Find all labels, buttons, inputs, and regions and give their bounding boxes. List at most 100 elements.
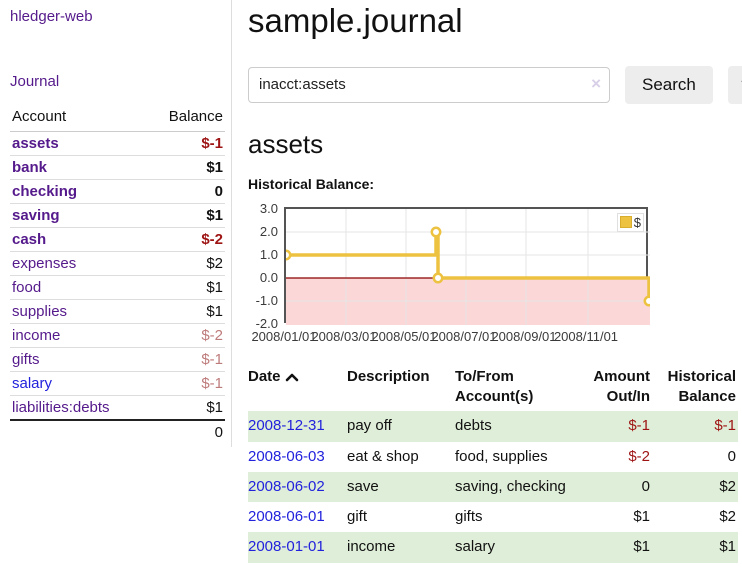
- transaction-description: gift: [347, 508, 368, 526]
- account-balance: $-1: [146, 131, 225, 156]
- account-column-header: Account: [10, 106, 147, 132]
- chart-canvas: [286, 208, 650, 325]
- account-link-salary[interactable]: salary: [12, 375, 53, 392]
- account-link-bank[interactable]: bank: [12, 159, 48, 176]
- account-link-cash[interactable]: cash: [12, 231, 47, 248]
- x-tick: 2008/07/01: [431, 328, 497, 344]
- y-tick: -2.0: [255, 315, 278, 331]
- sidebar: hledger-web Journal Account Balance asse…: [0, 0, 232, 447]
- transaction-balance: $2: [719, 477, 736, 495]
- transaction-accounts: salary: [455, 538, 496, 556]
- transaction-amount: $-2: [628, 447, 650, 465]
- transaction-amount: $-1: [628, 417, 650, 435]
- account-balance: 0: [146, 179, 225, 204]
- account-balance: $1: [146, 203, 225, 228]
- register-row: 2008-06-03 eat & shop food, supplies $-2…: [248, 442, 738, 472]
- x-tick: 2008/03/01: [311, 328, 377, 344]
- transaction-description: eat & shop: [347, 447, 419, 465]
- account-balance-table: Account Balance assets $-1 bank $1 check…: [10, 106, 225, 444]
- account-link-gifts[interactable]: gifts: [12, 351, 40, 368]
- register-row: 2008-06-02 save saving, checking 0 $2: [248, 471, 738, 503]
- brand-link[interactable]: hledger-web: [10, 8, 93, 25]
- account-total-row: 0: [10, 419, 225, 444]
- balance-column-header: Historical Balance: [667, 367, 736, 406]
- account-row: checking 0: [10, 179, 225, 204]
- main-content: sample.journal × Search ? assets Histori…: [232, 0, 742, 563]
- y-tick: 0.0: [259, 269, 278, 285]
- y-tick: 1.0: [259, 246, 278, 262]
- balance-chart: 3.0 2.0 1.0 0.0 -1.0 -2.0: [248, 201, 742, 351]
- account-balance: $2: [146, 251, 225, 276]
- transaction-date-link[interactable]: 2008-06-02: [248, 477, 325, 495]
- account-link-liabilities-debts[interactable]: liabilities:debts: [12, 399, 110, 416]
- transaction-date-link[interactable]: 2008-12-31: [248, 417, 325, 435]
- x-tick: 2008/09/01: [491, 328, 557, 344]
- description-column-header: Description: [347, 367, 430, 385]
- transaction-description: save: [347, 477, 379, 495]
- transaction-amount: 0: [641, 477, 650, 495]
- search-input[interactable]: [248, 66, 610, 103]
- account-balance: $1: [146, 395, 225, 420]
- account-link-expenses[interactable]: expenses: [12, 255, 77, 272]
- transaction-accounts: food, supplies: [455, 447, 548, 465]
- account-balance: $1: [146, 299, 225, 324]
- accounts-column-header: To/From Account(s): [455, 367, 534, 406]
- chart-title: Historical Balance:: [248, 175, 375, 192]
- search-box: ×: [248, 66, 610, 103]
- clear-search-icon[interactable]: ×: [591, 73, 601, 93]
- account-title: assets: [248, 128, 324, 159]
- search-button[interactable]: Search: [625, 65, 713, 104]
- transaction-amount: $1: [633, 508, 650, 526]
- account-row: supplies $1: [10, 299, 225, 324]
- transaction-date-link[interactable]: 2008-06-03: [248, 447, 325, 465]
- help-button[interactable]: ?: [727, 65, 742, 104]
- account-row: gifts $-1: [10, 347, 225, 372]
- account-link-saving[interactable]: saving: [12, 207, 60, 224]
- transaction-date-link[interactable]: 2008-01-01: [248, 538, 325, 556]
- account-row: bank $1: [10, 155, 225, 180]
- account-row: saving $1: [10, 203, 225, 228]
- account-link-income[interactable]: income: [12, 327, 61, 344]
- data-points: [286, 226, 650, 307]
- account-row: assets $-1: [10, 131, 225, 156]
- account-link-checking[interactable]: checking: [12, 183, 78, 200]
- app-window: hledger-web Journal Account Balance asse…: [0, 0, 742, 563]
- account-link-assets[interactable]: assets: [12, 135, 59, 152]
- accounts-total-balance: 0: [146, 419, 225, 444]
- account-link-food[interactable]: food: [12, 279, 42, 296]
- account-row: liabilities:debts $1: [10, 395, 225, 420]
- legend-swatch-icon: [619, 216, 632, 229]
- transaction-balance: 0: [727, 447, 736, 465]
- chart-legend: $: [616, 212, 644, 232]
- transaction-accounts: gifts: [455, 508, 483, 526]
- transaction-accounts: debts: [455, 417, 492, 435]
- transaction-accounts: saving, checking: [455, 477, 566, 495]
- register-row: 2008-12-31 pay off debts $-1 $-1: [248, 411, 738, 442]
- transaction-description: income: [347, 538, 396, 556]
- account-balance: $-1: [146, 371, 225, 396]
- transaction-balance: $-1: [714, 417, 736, 435]
- transaction-balance: $1: [719, 538, 736, 556]
- transaction-balance: $2: [719, 508, 736, 526]
- date-column-header[interactable]: Date: [248, 365, 347, 412]
- account-balance: $-1: [146, 347, 225, 372]
- register-row: 2008-06-01 gift gifts $1 $2: [248, 502, 738, 532]
- page-title: sample.journal: [248, 2, 463, 39]
- transaction-amount: $1: [633, 538, 650, 556]
- account-table-header: Account Balance: [10, 106, 225, 132]
- account-balance: $1: [146, 275, 225, 300]
- sort-ascending-icon: [285, 368, 299, 388]
- transaction-description: pay off: [347, 417, 392, 435]
- x-tick: 2008/11/01: [553, 328, 619, 344]
- account-balance: $-2: [146, 323, 225, 348]
- y-tick: 2.0: [259, 223, 278, 239]
- account-balance: $1: [146, 155, 225, 180]
- search-form: × Search ?: [248, 65, 742, 104]
- x-tick: 2008/01/01: [251, 328, 317, 344]
- sidebar-item-journal[interactable]: Journal: [10, 73, 60, 90]
- account-link-supplies[interactable]: supplies: [12, 303, 68, 320]
- register-header-row: Date Description To/From Account(s) Amou…: [248, 365, 738, 412]
- account-row: income $-2: [10, 323, 225, 348]
- chart-gridlines: [286, 208, 650, 325]
- transaction-date-link[interactable]: 2008-06-01: [248, 508, 325, 526]
